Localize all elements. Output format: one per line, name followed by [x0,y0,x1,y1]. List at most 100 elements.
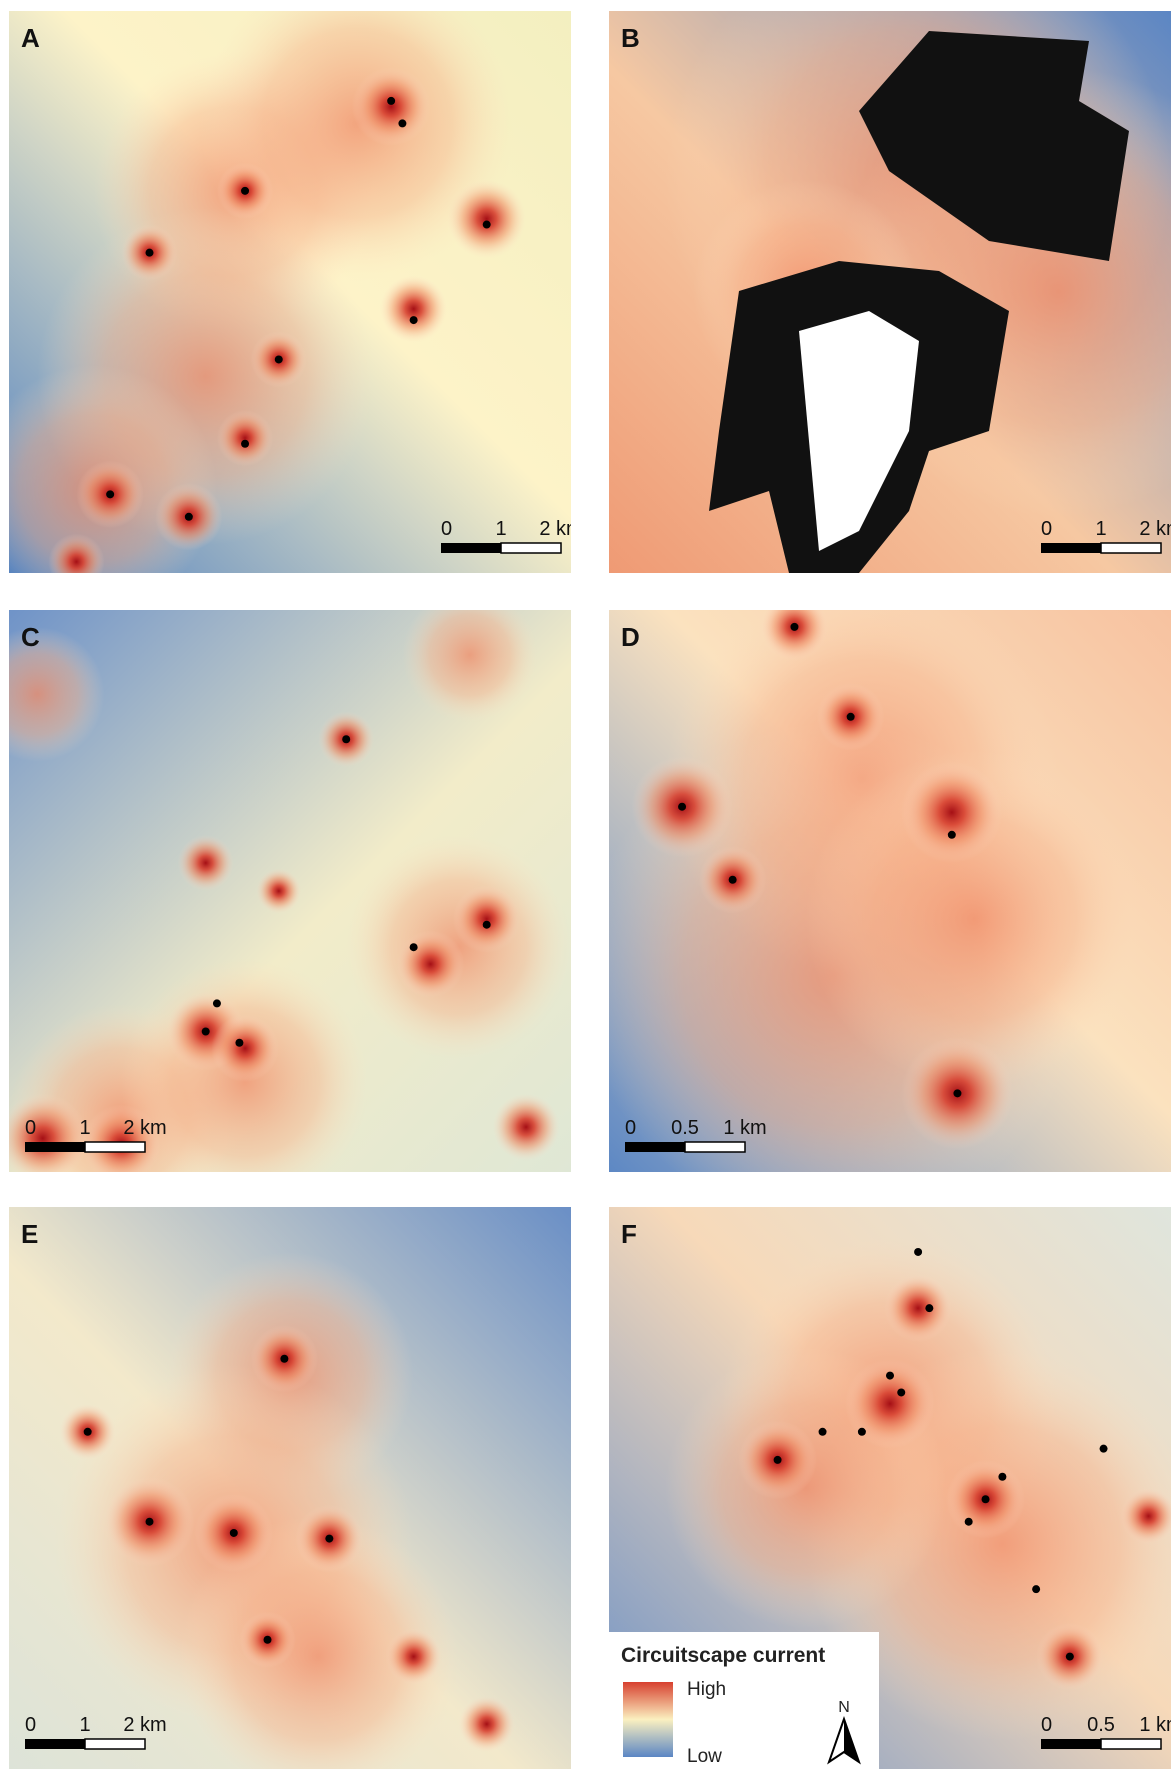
map-panel: F 0 0.5 1 km Circuitscape current High Low N [609,1207,1171,1769]
current-hotspot [459,1696,515,1752]
map-panel: D 0 0.5 1 km [609,610,1171,1172]
patch-point [1100,1445,1108,1453]
scale-bar-black [441,543,501,553]
patch-point [275,355,283,363]
patch-point [235,1039,243,1047]
scale-label: 1 [79,1117,90,1139]
patch-point [264,1636,272,1644]
patch-point [965,1518,973,1526]
patch-point [819,1428,827,1436]
patch-point [106,490,114,498]
patch-point [678,803,686,811]
patch-point [914,1248,922,1256]
legend-high: High [687,1679,726,1700]
patch-point [410,943,418,951]
current-hotspot [386,1629,442,1685]
north-label: N [838,1699,850,1716]
scale-bar-black [625,1142,685,1152]
patch-point [847,713,855,721]
patch-point [241,440,249,448]
scale-label: 2 km [123,1117,166,1139]
scale-label: 2 km [539,518,571,540]
scale-bar-black [25,1739,85,1749]
scale-label: 0 [1041,518,1052,540]
scale-bar-white [685,1142,745,1152]
patch-point [897,1388,905,1396]
patch-point [953,1089,961,1097]
scale-label: 0 [441,518,452,540]
current-hotspot [492,1093,559,1160]
scale-bar-white [85,1739,145,1749]
patch-point [325,1535,333,1543]
scale-bar-black [1041,1739,1101,1749]
scale-label: 1 km [1139,1714,1171,1736]
patch-point [982,1495,990,1503]
current-hotspot [380,275,447,342]
current-hotspot [217,410,273,466]
scale-label: 0.5 [671,1117,699,1139]
scale-label: 0 [25,1117,36,1139]
scale-bar-black [1041,543,1101,553]
scale-label: 1 [1095,518,1106,540]
scale-label: 0 [625,1117,636,1139]
current-hotspot [884,1274,951,1341]
scale-bar-white [1101,543,1161,553]
patch-point [280,1355,288,1363]
current-hotspot [453,885,520,952]
patch-point [146,249,154,257]
patch-point [483,221,491,229]
patch-point [342,735,350,743]
patch-point [925,1304,933,1312]
scale-label: 2 km [1139,518,1171,540]
map-panel: E 0 1 2 km [9,1207,571,1769]
current-hotspot [256,869,301,914]
panel-label: D [621,622,640,652]
patch-point [1032,1585,1040,1593]
scale-label: 1 [79,1714,90,1736]
patch-point [398,119,406,127]
patch-point [410,316,418,324]
patch-point [998,1473,1006,1481]
figure: A 0 1 2 km B 0 1 2 km C 0 1 2 km D 0 0.5 1 km E 0 1 2 km F 0 0… [0,0,1173,1772]
legend-low: Low [687,1746,722,1767]
scale-bar-white [501,543,561,553]
patch-point [202,1028,210,1036]
scale-label: 0 [25,1714,36,1736]
panel-label: C [21,622,40,652]
legend-title: Circuitscape current [621,1644,825,1667]
scale-bar-white [85,1142,145,1152]
current-hotspot [447,180,526,259]
patch-point [185,513,193,521]
patch-point [790,623,798,631]
patch-point [84,1428,92,1436]
patch-point [483,921,491,929]
map-panel: A 0 1 2 km [9,11,571,573]
map-panel: C 0 1 2 km [9,610,571,1172]
scale-bar-white [1101,1739,1161,1749]
patch-point [1066,1653,1074,1661]
panel-label: F [621,1219,637,1249]
legend: Circuitscape current High Low N [609,1632,879,1769]
scale-label: 0 [1041,1714,1052,1736]
patch-point [387,97,395,105]
panel-label: B [621,23,640,53]
patch-point [230,1529,238,1537]
legend-ramp [623,1682,673,1757]
patch-point [858,1428,866,1436]
scale-bar-black [25,1142,85,1152]
scale-label: 1 km [723,1117,766,1139]
patch-point [729,876,737,884]
scale-label: 0.5 [1087,1714,1115,1736]
current-hotspot [178,835,234,891]
current-hotspot [397,930,464,997]
patch-point [948,831,956,839]
scale-label: 1 [495,518,506,540]
panel-label: A [21,23,40,53]
current-hotspot [211,1015,278,1082]
patch-point [241,187,249,195]
map-panel: B 0 1 2 km [609,11,1171,573]
current-hotspot [901,762,1002,863]
patch-point [213,999,221,1007]
panel-label: E [21,1219,38,1249]
scale-label: 2 km [123,1714,166,1736]
